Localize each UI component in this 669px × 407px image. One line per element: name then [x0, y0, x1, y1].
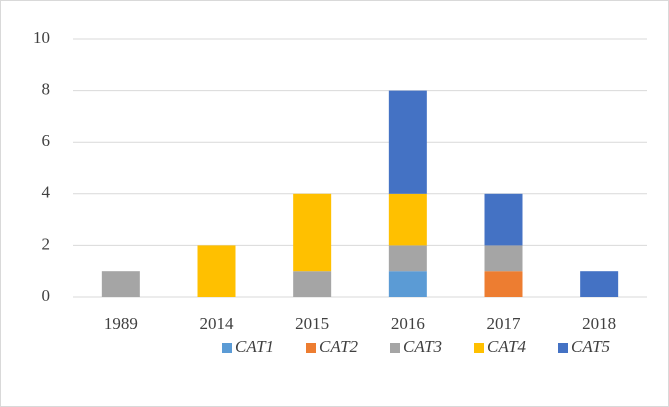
bar-segment [293, 193, 332, 272]
x-tick-label: 2016 [391, 314, 425, 333]
x-tick-label: 2017 [487, 314, 522, 333]
bar-segment [484, 193, 523, 246]
x-tick-label: 2014 [200, 314, 235, 333]
bar-segment [197, 245, 236, 297]
y-tick-label: 8 [42, 80, 51, 99]
legend-swatch [390, 343, 400, 353]
legend-label: CAT5 [571, 337, 610, 356]
legend-label: CAT2 [319, 337, 359, 356]
legend-label: CAT3 [403, 337, 442, 356]
y-tick-label: 0 [42, 286, 51, 305]
bar-segment [388, 245, 427, 272]
x-tick-label: 2015 [295, 314, 329, 333]
legend-swatch [474, 343, 484, 353]
legend-label: CAT4 [487, 337, 527, 356]
y-tick-label: 6 [42, 131, 51, 150]
bar-segment [388, 90, 427, 194]
x-tick-label: 1989 [104, 314, 138, 333]
y-tick-label: 4 [42, 183, 51, 202]
bar-segment [484, 271, 523, 297]
y-tick-label: 2 [42, 234, 51, 253]
legend-swatch [222, 343, 232, 353]
legend-swatch [306, 343, 316, 353]
bar-segment [293, 271, 332, 297]
x-tick-label: 2018 [582, 314, 616, 333]
legend-label: CAT1 [235, 337, 274, 356]
bar-segment [580, 271, 619, 297]
bar-segment [388, 193, 427, 246]
bar-segment [101, 271, 140, 297]
bar-segment [484, 245, 523, 272]
y-tick-label: 10 [33, 28, 50, 47]
bar-segment [388, 271, 427, 297]
legend-swatch [558, 343, 568, 353]
